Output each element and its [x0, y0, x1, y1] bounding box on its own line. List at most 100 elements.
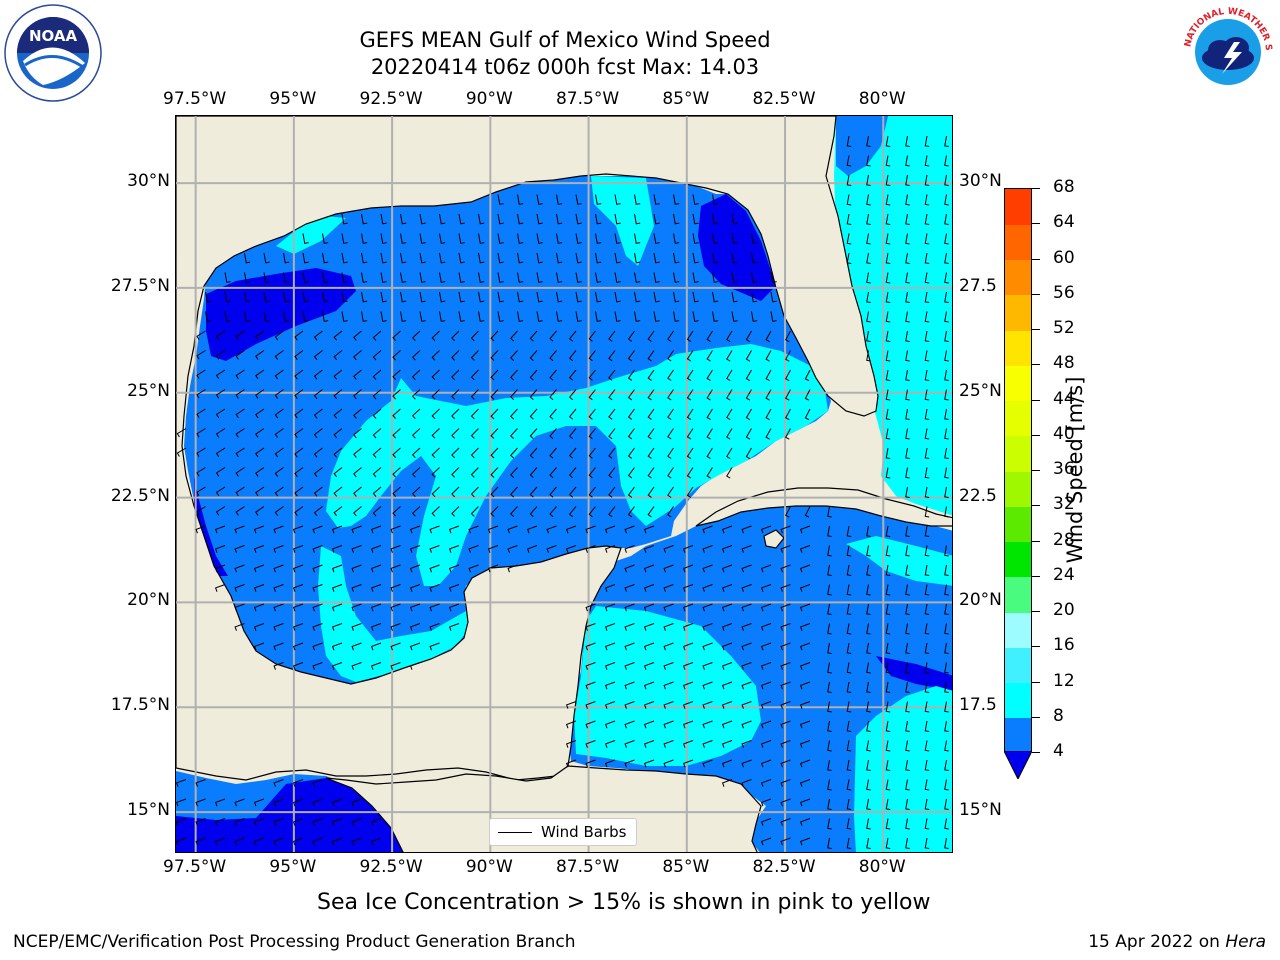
colorbar-tick-label: 4	[1053, 741, 1064, 761]
wind-barb	[497, 194, 504, 205]
wind-barb	[741, 642, 752, 651]
wind-barb	[944, 389, 949, 401]
wind-barb	[234, 564, 245, 573]
wind-barb	[924, 779, 930, 791]
wind-barb	[244, 311, 251, 322]
wind-barb	[536, 194, 543, 205]
wind-barb	[195, 818, 206, 826]
wind-barb	[827, 798, 832, 811]
lat-left-tick: 15°N	[127, 800, 170, 821]
wind-barb	[692, 311, 699, 322]
wind-barb	[780, 681, 791, 690]
wind-barb	[478, 311, 485, 322]
wind-barb	[419, 311, 426, 322]
wind-barb	[760, 837, 772, 846]
wind-barb	[331, 642, 343, 651]
wind-barb	[885, 369, 891, 382]
wind-barb	[549, 389, 557, 401]
wind-barb	[706, 369, 713, 382]
colorbar-segment	[1005, 717, 1031, 754]
wind-barb	[726, 428, 733, 440]
wind-barb	[274, 408, 284, 419]
colorbar-tick-mark	[1032, 188, 1040, 189]
wind-barb	[224, 291, 231, 303]
wind-barb	[702, 681, 713, 690]
wind-barb	[575, 233, 582, 244]
wind-barb	[885, 330, 891, 343]
wind-barb	[546, 545, 557, 553]
wind-barb	[643, 623, 655, 631]
wind-barb	[799, 798, 811, 807]
wind-barb	[731, 233, 738, 244]
wind-barb	[439, 213, 446, 225]
wind-barb	[673, 311, 680, 322]
wind-barb	[575, 194, 582, 205]
wind-barb	[490, 486, 499, 498]
wind-barb	[451, 389, 460, 400]
wind-barb	[253, 525, 265, 534]
wind-barb	[799, 720, 811, 729]
wind-barb	[706, 350, 713, 362]
wind-barb	[529, 467, 538, 479]
wind-barb	[706, 330, 713, 343]
wind-barb	[224, 311, 231, 322]
wind-barb	[885, 701, 891, 713]
wind-barb	[331, 545, 343, 553]
wind-barb	[372, 350, 382, 361]
wind-barb	[721, 564, 733, 573]
wind-barb	[827, 623, 832, 635]
wind-barb	[568, 447, 577, 459]
wind-barb	[866, 194, 871, 206]
wind-barb	[604, 701, 616, 709]
wind-barb	[634, 213, 641, 225]
colorbar-tick-mark	[1032, 223, 1040, 225]
wind-barb	[944, 486, 949, 499]
colorbar-tick-label: 24	[1053, 564, 1075, 585]
wind-barb	[604, 642, 616, 651]
wind-barb	[741, 603, 752, 612]
wind-barb	[712, 233, 719, 244]
wind-barb	[846, 525, 852, 538]
wind-barb	[692, 272, 699, 283]
wind-barb	[313, 467, 323, 478]
wind-barb	[351, 564, 362, 573]
wind-barb	[283, 311, 290, 322]
wind-barb	[924, 701, 930, 713]
wind-barb	[627, 428, 635, 440]
wind-barb	[390, 662, 401, 670]
wind-barb	[312, 623, 323, 631]
wind-barb	[556, 213, 563, 225]
wind-barb	[370, 603, 382, 612]
wind-barb	[905, 389, 910, 401]
wind-barb	[568, 408, 577, 420]
wind-barb	[497, 311, 504, 322]
wind-barb	[866, 759, 871, 772]
wind-barb	[274, 350, 284, 360]
wind-barb	[686, 389, 694, 401]
wind-barb	[234, 623, 245, 631]
wind-barb	[351, 837, 362, 846]
wind-barb	[885, 525, 891, 538]
wind-barb	[353, 428, 362, 439]
wind-barb	[827, 584, 832, 596]
wind-barb	[439, 311, 446, 322]
wind-barb	[331, 564, 343, 573]
wind-barb	[176, 818, 187, 826]
wind-barb	[760, 720, 772, 729]
wind-barb	[549, 447, 557, 459]
wind-barb	[780, 701, 791, 709]
wind-barb	[400, 252, 407, 264]
wind-barb	[439, 272, 446, 283]
colorbar-tick-mark	[1032, 470, 1040, 471]
wind-barb	[273, 779, 284, 787]
wind-barb	[419, 252, 426, 264]
wind-barb	[370, 623, 382, 631]
wind-barb	[667, 350, 674, 362]
wind-barb	[924, 837, 930, 850]
wind-barb	[799, 681, 811, 690]
wind-barb	[741, 623, 752, 631]
wind-barb	[905, 798, 910, 811]
wind-barb	[536, 291, 543, 303]
wind-barb	[517, 233, 524, 244]
wind-barb	[885, 642, 891, 655]
